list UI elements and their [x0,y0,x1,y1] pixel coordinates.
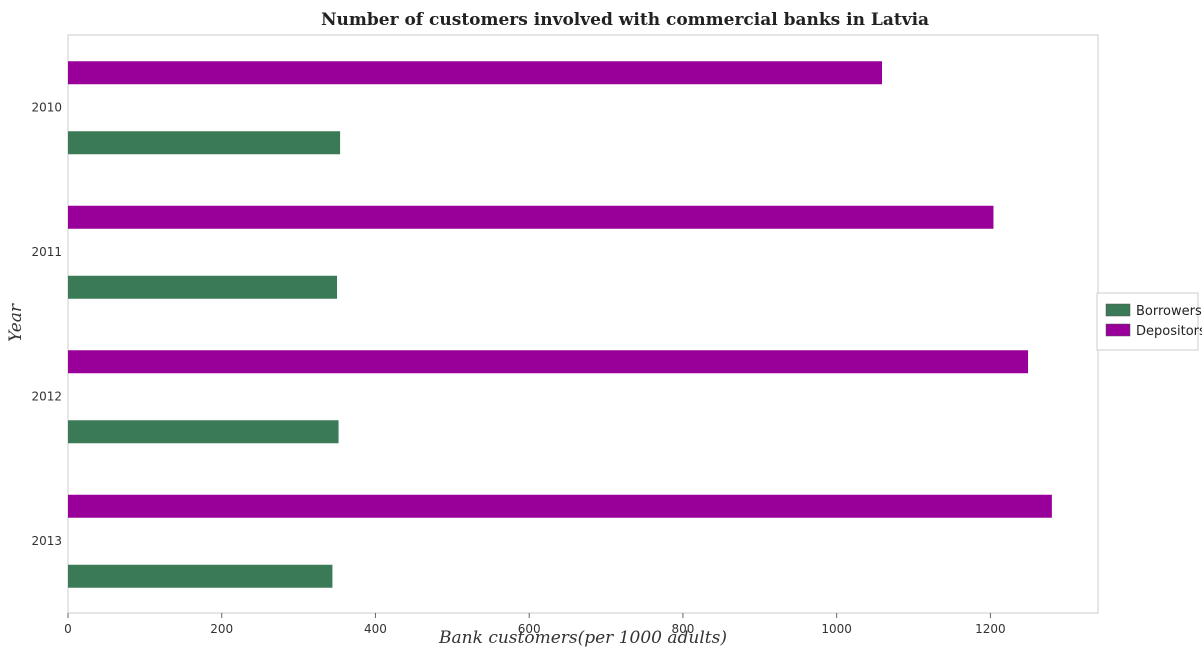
bar-borrowers-2012 [68,420,339,444]
x-tick-label: 1200 [975,622,1006,636]
x-tick-label: 1000 [821,622,852,636]
y-tick-label: 2010 [31,100,62,114]
y-tick-label: 2013 [31,534,62,548]
bar-borrowers-2011 [68,275,338,299]
y-tick-label: 2012 [31,389,62,403]
bar-depositors-2013 [68,494,1052,518]
legend-label-depositors: Depositors [1136,324,1202,339]
y-tick-label: 2011 [31,245,62,259]
bars [68,61,1052,588]
x-tick-label: 600 [518,622,541,636]
x-tick-label: 800 [671,622,694,636]
plot-area: 2010 2011 2012 2013 0 200 400 600 800 1000 1200 [31,34,1099,636]
bar-depositors-2011 [68,205,994,229]
x-tick-label: 400 [364,622,387,636]
bar-borrowers-2013 [68,564,333,588]
x-tick-label: 0 [64,622,72,636]
legend-swatch-borrowers [1105,303,1131,317]
bar-depositors-2010 [68,61,883,85]
chart-title: Number of customers involved with commer… [321,10,929,30]
x-ticks: 0 200 400 600 800 1000 1200 [64,613,1006,636]
legend-box [1096,292,1199,351]
legend-swatch-depositors [1105,323,1131,337]
bar-borrowers-2010 [68,131,341,155]
bar-depositors-2012 [68,350,1029,374]
y-axis-label: Year [6,303,26,342]
plot-frame [67,34,1099,614]
y-ticks: 2010 2011 2012 2013 [31,100,62,548]
legend-label-borrowers: Borrowers [1136,304,1202,319]
x-tick-label: 200 [210,622,233,636]
legend: Borrowers Depositors [1096,292,1202,351]
x-axis-label: Bank customers(per 1000 adults) [438,628,727,648]
